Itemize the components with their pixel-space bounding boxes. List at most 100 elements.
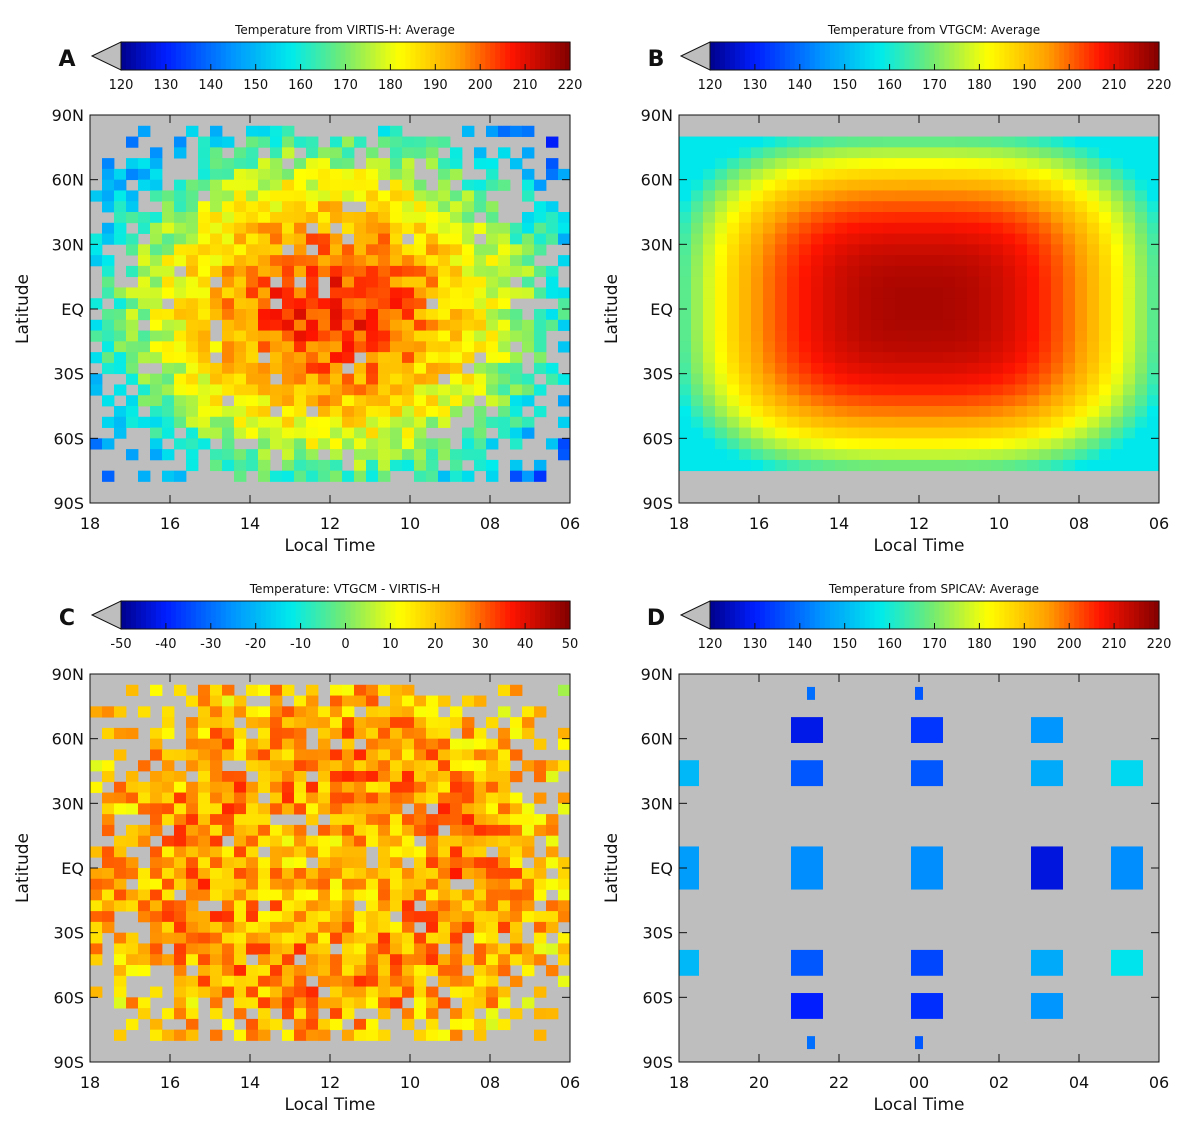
heatmap-cell xyxy=(462,276,475,288)
heatmap-cell xyxy=(162,878,175,890)
heatmap-cell xyxy=(102,889,115,901)
heatmap-cell xyxy=(318,835,331,847)
heatmap-cell xyxy=(450,265,463,278)
colorbar-segment xyxy=(465,42,471,70)
heatmap-cell xyxy=(859,276,872,288)
heatmap-cell xyxy=(342,771,355,783)
heatmap-cell xyxy=(246,868,259,880)
heatmap-cell xyxy=(727,201,740,213)
heatmap-cell xyxy=(294,1029,307,1041)
heatmap-cell xyxy=(534,222,547,234)
heatmap-cell xyxy=(450,244,463,256)
colorbar-segment xyxy=(430,42,436,70)
heatmap-cell xyxy=(354,921,367,934)
heatmap-cell xyxy=(198,760,211,772)
colorbar-segment xyxy=(859,601,866,629)
colorbar-segment xyxy=(784,601,791,629)
heatmap-cell xyxy=(210,190,223,202)
heatmap-cell xyxy=(462,824,475,837)
heatmap-cell xyxy=(486,330,499,342)
heatmap-cell xyxy=(234,868,247,880)
heatmap-cell xyxy=(174,190,187,202)
heatmap-cell xyxy=(1063,222,1076,234)
heatmap-cell xyxy=(378,395,391,407)
heatmap-cell xyxy=(186,373,199,385)
heatmap-cell xyxy=(847,406,860,418)
heatmap-cell xyxy=(871,287,884,299)
heatmap-cell xyxy=(715,427,728,439)
heatmap-cell xyxy=(751,168,764,181)
heatmap-cell xyxy=(751,201,764,213)
heatmap-cell xyxy=(486,717,499,729)
heatmap-cell xyxy=(751,341,764,353)
heatmap-cell xyxy=(1063,287,1076,299)
heatmap-cell xyxy=(1063,427,1076,439)
heatmap-cell xyxy=(282,781,295,793)
heatmap-cell xyxy=(282,954,295,966)
heatmap-cell xyxy=(222,255,235,267)
colorbar-segment xyxy=(375,42,382,70)
heatmap-cell xyxy=(991,319,1004,331)
heatmap-cell xyxy=(402,341,415,353)
heatmap-cell xyxy=(378,438,391,450)
heatmap-cell xyxy=(691,459,704,472)
heatmap-cell xyxy=(474,760,487,772)
heatmap-cell xyxy=(90,986,103,998)
heatmap-cell xyxy=(174,1029,187,1041)
heatmap-cell xyxy=(847,309,860,321)
heatmap-cell xyxy=(150,943,163,955)
heatmap-cell xyxy=(402,427,415,439)
colorbar-segment xyxy=(240,42,247,70)
heatmap-cell xyxy=(150,749,163,761)
heatmap-cell xyxy=(210,125,223,137)
heatmap-cell xyxy=(222,749,235,761)
heatmap-cell xyxy=(378,212,391,224)
heatmap-cell xyxy=(270,857,283,869)
heatmap-cell xyxy=(498,1018,511,1031)
heatmap-cell xyxy=(102,868,115,880)
heatmap-cell xyxy=(234,158,247,170)
heatmap-cell xyxy=(222,244,235,256)
heatmap-cell xyxy=(558,954,571,966)
heatmap-cell xyxy=(234,921,247,934)
heatmap-cell xyxy=(282,222,295,234)
heatmap-cell xyxy=(378,255,391,267)
heatmap-cell xyxy=(138,179,151,191)
heatmap-cell xyxy=(186,459,199,472)
colorbar-tick-label: 220 xyxy=(1147,78,1172,93)
heatmap-cell xyxy=(438,179,451,191)
heatmap-cell xyxy=(294,287,307,299)
heatmap-cell xyxy=(895,341,908,353)
heatmap-cell xyxy=(294,212,307,224)
heatmap-cell xyxy=(378,125,391,137)
heatmap-cell xyxy=(1063,147,1076,159)
heatmap-cell xyxy=(967,233,980,245)
heatmap-cell xyxy=(895,416,908,428)
heatmap-cell xyxy=(1111,136,1124,148)
colorbar-tick-label: 160 xyxy=(877,637,902,652)
heatmap-cell xyxy=(775,212,788,224)
heatmap-cell xyxy=(258,459,271,472)
heatmap-cell xyxy=(426,384,439,396)
heatmap-cell xyxy=(210,889,223,901)
heatmap-cell xyxy=(799,330,812,342)
heatmap-cell xyxy=(210,1008,223,1020)
heatmap-cell xyxy=(282,190,295,202)
heatmap-cell xyxy=(246,384,259,396)
heatmap-cell xyxy=(234,233,247,245)
heatmap-cell xyxy=(270,427,283,439)
heatmap-cell xyxy=(679,168,692,181)
heatmap-cell xyxy=(823,341,836,353)
heatmap-cell xyxy=(258,416,271,428)
colorbar-segment xyxy=(794,42,801,70)
heatmap-cell xyxy=(102,900,115,912)
heatmap-cell xyxy=(1003,255,1016,267)
heatmap-cell xyxy=(246,255,259,267)
heatmap-cell xyxy=(414,309,427,321)
heatmap-cell xyxy=(510,1008,523,1020)
heatmap-cell xyxy=(991,168,1004,181)
heatmap-cell xyxy=(294,986,307,998)
colorbar-segment xyxy=(869,601,876,629)
colorbar-segment xyxy=(555,601,561,629)
heatmap-cell xyxy=(354,954,367,966)
